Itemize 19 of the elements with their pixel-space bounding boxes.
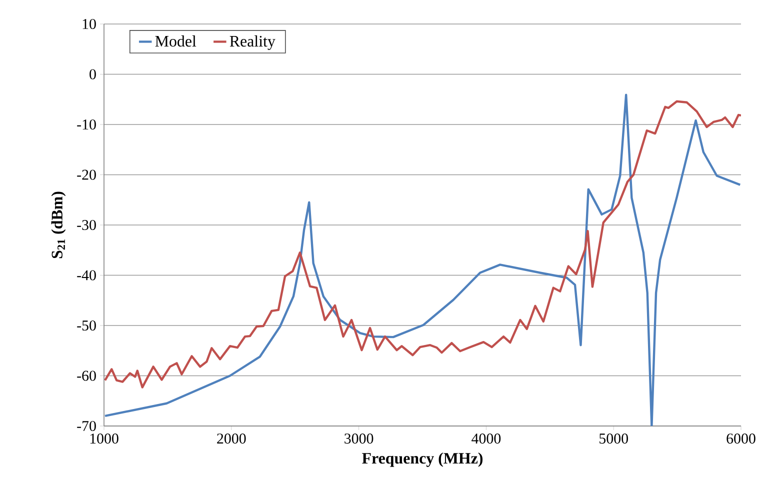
y-tick-label: -50	[77, 320, 96, 331]
y-tick-label: -40	[77, 270, 96, 280]
y-tick-label: -60	[77, 370, 96, 381]
y-tick-label: -20	[77, 170, 96, 180]
x-axis-title: Frequency (MHz)	[362, 452, 483, 467]
y-tick-label: 10	[82, 18, 96, 30]
x-tick-label: 6000	[726, 434, 756, 444]
y-tick-label: -10	[77, 119, 96, 130]
x-tick-label: 3000	[344, 434, 374, 444]
y-tick-label: -70	[77, 420, 96, 432]
legend-label: Model	[155, 35, 196, 47]
y-axis-title: S$_{21}$ (dBm)	[51, 192, 66, 258]
x-tick-label: 5000	[600, 434, 628, 444]
x-tick-label: 2000	[217, 434, 246, 444]
legend-label: Reality	[230, 35, 276, 50]
x-tick-label: 1000	[90, 434, 118, 444]
y-tick-label: 0	[90, 69, 96, 80]
y-tick-label: -30	[77, 220, 96, 230]
x-tick-label: 4000	[472, 434, 501, 444]
